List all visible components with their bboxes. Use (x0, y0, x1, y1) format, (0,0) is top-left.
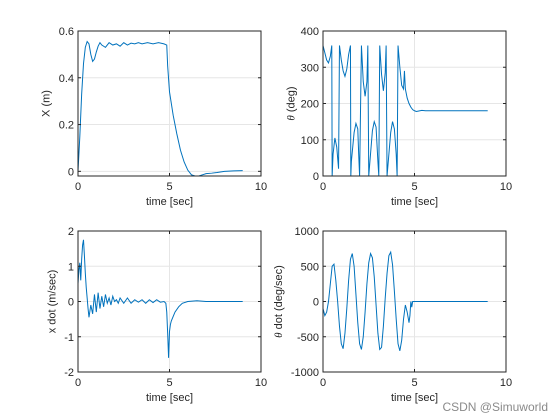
x-tick-label: 10 (255, 181, 267, 193)
x-tick-label: 10 (500, 377, 512, 389)
x-tick-label: 0 (320, 377, 326, 389)
y-axis-label: x dot (m/sec) (47, 270, 59, 334)
x-tick-label: 5 (411, 377, 417, 389)
y-tick-label: 0.6 (59, 26, 74, 38)
series-line-1 (78, 40, 243, 176)
y-tick-label: -500 (297, 332, 319, 344)
y-axis-label: X (m) (40, 90, 52, 117)
y-axis-label: θ dot (deg/sec) (273, 265, 285, 338)
y-tick-label: 0 (313, 297, 319, 309)
y-tick-label: -2 (64, 367, 74, 379)
x-axis-label: time [sec] (391, 392, 438, 404)
y-tick-label: 0 (68, 297, 74, 309)
y-axis-label: θ (deg) (285, 86, 297, 120)
y-tick-label: 0 (68, 166, 74, 178)
series-line-1 (323, 45, 488, 176)
subplot-1: 0 5 10 0 0.2 0.4 0.6 time [sec] X (m) (40, 26, 267, 208)
x-axis-label: time [sec] (146, 392, 193, 404)
y-tick-label: -1 (64, 332, 74, 344)
x-tick-label: 10 (500, 181, 512, 193)
x-axis-label: time [sec] (146, 196, 193, 208)
watermark: CSDN @Simuworld (442, 400, 548, 414)
x-tick-label: 0 (75, 377, 81, 389)
x-tick-label: 0 (320, 181, 326, 193)
x-tick-label: 5 (411, 181, 417, 193)
x-tick-label: 0 (75, 181, 81, 193)
y-tick-label: 500 (301, 261, 319, 273)
y-tick-label: 2 (68, 226, 74, 238)
y-tick-label: 0.4 (59, 73, 74, 85)
y-tick-label: 300 (301, 62, 319, 74)
y-tick-label: 100 (301, 135, 319, 147)
series-line-1 (323, 250, 488, 351)
y-tick-label: 400 (301, 26, 319, 38)
x-tick-label: 10 (255, 377, 267, 389)
y-tick-label: 0.2 (59, 120, 74, 132)
subplot-3: 0 5 10 -2 -1 0 1 2 time [sec] x dot (m/sec) (47, 226, 268, 404)
subplot-4: 0 5 10 -1000 -500 0 500 1000 time [sec] θ dot (de… (273, 226, 512, 404)
y-tick-label: 200 (301, 99, 319, 111)
y-tick-label: 0 (313, 171, 319, 183)
x-tick-label: 5 (166, 181, 172, 193)
series-line-1 (78, 239, 243, 358)
y-tick-label: -1000 (291, 367, 319, 379)
y-tick-label: 1000 (295, 226, 319, 238)
x-tick-label: 5 (166, 377, 172, 389)
x-axis-label: time [sec] (391, 196, 438, 208)
y-tick-label: 1 (68, 261, 74, 273)
